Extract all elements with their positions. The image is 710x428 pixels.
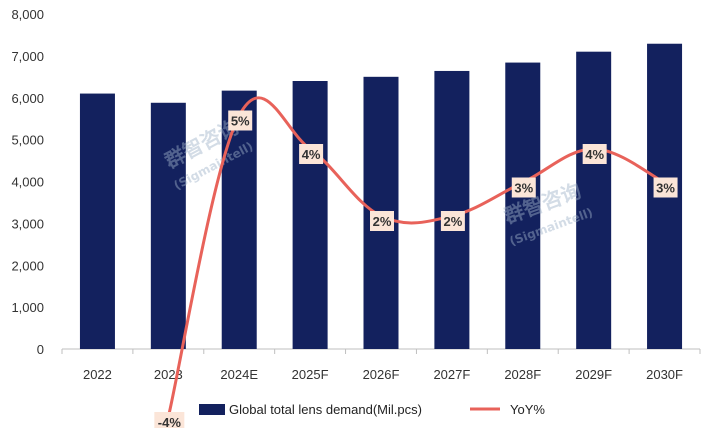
yoy-line: -4% 5% 4% 2% 2% 3% 4% 3% bbox=[154, 96, 678, 428]
yoy-label-bg bbox=[299, 144, 324, 164]
x-tick-label: 2028F bbox=[504, 367, 541, 382]
yoy-label-bg bbox=[511, 177, 536, 198]
bar bbox=[434, 70, 470, 349]
legend-label-line: YoY% bbox=[510, 402, 545, 417]
y-tick-label: 2,000 bbox=[11, 258, 44, 273]
yoy-data-label: 5% bbox=[231, 114, 250, 129]
yoy-data-label: 4% bbox=[302, 147, 321, 162]
bar bbox=[150, 102, 186, 350]
bars bbox=[79, 43, 683, 350]
legend-label-bar: Global total lens demand(Mil.pcs) bbox=[229, 402, 422, 417]
yoy-label-bg bbox=[440, 211, 465, 231]
yoy-data-label: 2% bbox=[443, 214, 462, 229]
y-tick-label: 3,000 bbox=[11, 216, 44, 231]
yoy-data-label: -4% bbox=[158, 415, 182, 428]
x-tick-label: 2025F bbox=[292, 367, 329, 382]
yoy-label-bg bbox=[653, 177, 678, 198]
x-tick-label: 2029F bbox=[575, 367, 612, 382]
y-tick-label: 5,000 bbox=[11, 133, 44, 148]
y-tick-label: 0 bbox=[37, 342, 44, 357]
yoy-data-label: 4% bbox=[585, 147, 604, 162]
yoy-data-label: 3% bbox=[656, 181, 675, 196]
bar bbox=[79, 93, 115, 349]
y-tick-label: 7,000 bbox=[11, 49, 44, 64]
bar bbox=[292, 81, 328, 349]
yoy-data-label: 3% bbox=[514, 181, 533, 196]
x-tick-label: 2022 bbox=[83, 367, 112, 382]
yoy-label-bg bbox=[582, 144, 607, 164]
yoy-data-label: 2% bbox=[373, 214, 392, 229]
legend: Global total lens demand(Mil.pcs) YoY% bbox=[199, 402, 545, 417]
x-tick-label: 2030F bbox=[646, 367, 683, 382]
y-tick-label: 4,000 bbox=[11, 175, 44, 190]
y-tick-label: 6,000 bbox=[11, 91, 44, 106]
yoy-label-bg bbox=[228, 110, 253, 131]
y-tick-label: 8,000 bbox=[11, 7, 44, 22]
legend-swatch-bar bbox=[199, 404, 225, 415]
bar bbox=[221, 90, 257, 349]
x-tick-label: 2026F bbox=[363, 367, 400, 382]
yoy-label-bg bbox=[370, 211, 394, 231]
yoy-label-bg bbox=[154, 412, 185, 428]
bar bbox=[505, 62, 541, 349]
bar bbox=[576, 51, 612, 349]
y-tick-label: 1,000 bbox=[11, 300, 44, 315]
x-tick-label: 2024E bbox=[220, 367, 258, 382]
x-tick-label: 2027F bbox=[433, 367, 470, 382]
